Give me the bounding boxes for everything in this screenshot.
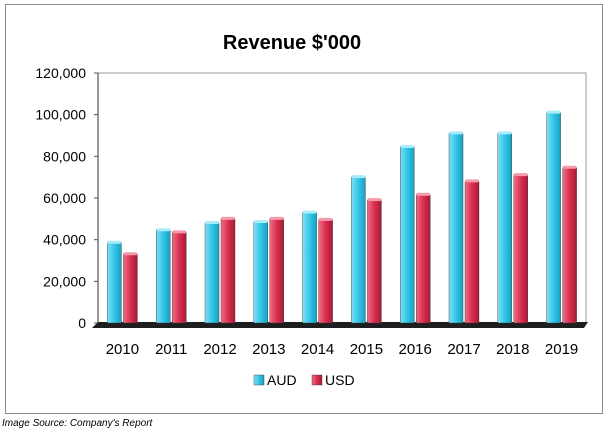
x-axis: 2010 2011 2012 2013 2014 2015 2016 2017 2018 2019 — [106, 341, 579, 358]
revenue-bar-chart: Revenue $'000 0 20,000 40,000 60,000 80,000 1… — [35, 32, 588, 388]
bar-usd-2019 — [562, 165, 577, 324]
bar-aud-2019 — [546, 110, 561, 324]
bar-cap — [172, 230, 187, 234]
image-source-note: Image Source: Company's Report — [2, 418, 153, 429]
x-tick-label: 2018 — [496, 341, 529, 358]
bar-cap — [318, 217, 333, 221]
bar-usd-2015 — [367, 198, 382, 324]
plot-background — [97, 72, 587, 324]
y-tick-label: 20,000 — [43, 273, 86, 289]
y-tick-label: 100,000 — [35, 107, 86, 123]
bar-cap — [400, 144, 415, 148]
bar-body — [155, 230, 171, 324]
bar-cap — [107, 240, 122, 244]
bar-cap — [269, 216, 284, 220]
bar-body — [351, 176, 366, 324]
bar-body — [400, 146, 415, 324]
bar-aud-2011 — [155, 228, 171, 324]
x-tick-label: 2015 — [350, 341, 383, 358]
bar-cap — [221, 216, 235, 220]
bar-cap — [562, 165, 577, 169]
chart-title: Revenue $'000 — [223, 32, 361, 54]
bar-aud-2010 — [107, 240, 122, 324]
bar-aud-2016 — [400, 144, 415, 324]
bar-aud-2018 — [497, 131, 512, 324]
y-tick-label: 80,000 — [43, 148, 86, 164]
bar-body — [204, 222, 220, 324]
bar-body — [367, 199, 382, 324]
bar-usd-2012 — [220, 216, 236, 324]
bar-usd-2016 — [416, 192, 431, 324]
bar-cap — [497, 131, 512, 135]
bar-cap — [205, 221, 219, 224]
bar-body — [123, 254, 138, 324]
bar-body — [464, 181, 480, 324]
legend-item-aud: AUD — [253, 372, 297, 388]
bar-body — [513, 174, 528, 324]
bar-aud-2014 — [302, 210, 317, 324]
legend-label: USD — [325, 372, 355, 388]
y-tick-label: 60,000 — [43, 190, 86, 206]
y-tick-label: 120,000 — [35, 65, 86, 81]
x-tick-label: 2010 — [106, 341, 139, 358]
x-tick-label: 2016 — [399, 341, 432, 358]
bar-usd-2014 — [318, 217, 333, 324]
bar-cap — [156, 228, 171, 232]
legend-swatch — [311, 374, 323, 386]
bar-body — [220, 218, 236, 324]
legend-label: AUD — [267, 372, 297, 388]
bar-cap — [123, 252, 138, 256]
bar-usd-2010 — [123, 252, 138, 324]
bar-body — [107, 242, 122, 324]
bar-body — [171, 232, 187, 324]
bar-cap — [449, 131, 463, 135]
bar-cap — [416, 192, 431, 196]
bar-aud-2015 — [351, 175, 366, 324]
y-axis: 0 20,000 40,000 60,000 80,000 100,000 120,000 — [35, 65, 98, 331]
bar-body — [318, 219, 333, 324]
bar-cap — [253, 219, 268, 223]
bar-cap — [546, 110, 561, 114]
bar-body — [269, 218, 284, 324]
x-tick-label: 2011 — [155, 341, 187, 358]
y-tick-label: 0 — [78, 315, 86, 331]
bar-body — [302, 212, 317, 324]
bar-cap — [367, 198, 382, 202]
x-tick-label: 2012 — [203, 341, 236, 358]
bar-cap — [351, 175, 366, 179]
bar-aud-2012 — [204, 221, 220, 324]
legend-swatch — [253, 374, 265, 386]
bar-usd-2018 — [513, 173, 528, 324]
bar-cap — [465, 179, 479, 183]
x-tick-label: 2014 — [301, 341, 334, 358]
bar-aud-2017 — [448, 131, 464, 324]
bar-body — [562, 167, 577, 324]
bar-usd-2011 — [171, 230, 187, 324]
bar-usd-2017 — [464, 179, 480, 324]
x-tick-label: 2013 — [252, 341, 285, 358]
bar-body — [416, 194, 431, 324]
y-tick-label: 40,000 — [43, 232, 86, 248]
bar-usd-2013 — [269, 216, 284, 324]
bar-cap — [302, 210, 317, 214]
bar-body — [546, 112, 561, 324]
bar-body — [448, 133, 464, 324]
bar-body — [253, 221, 269, 324]
legend: AUD USD — [253, 372, 355, 388]
plot-floor — [92, 322, 588, 328]
bar-body — [497, 133, 512, 324]
x-tick-label: 2017 — [447, 341, 480, 358]
x-tick-label: 2019 — [545, 341, 578, 358]
chart-frame: Revenue $'000 0 20,000 40,000 60,000 80,000 1… — [5, 4, 603, 414]
bar-cap — [513, 173, 528, 177]
bars — [107, 110, 577, 324]
legend-item-usd: USD — [311, 372, 355, 388]
bar-aud-2013 — [253, 219, 269, 324]
